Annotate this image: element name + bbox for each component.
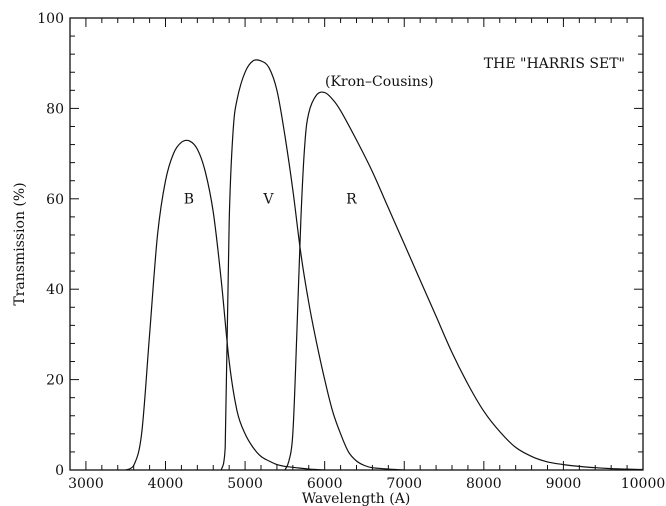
y-tick-labels: 0 20 40 60 80 100 [37, 11, 64, 479]
y-tick-label: 100 [37, 11, 64, 27]
y-tick-label: 0 [55, 463, 64, 479]
series-label-r: R [346, 191, 357, 207]
transmission-curves [125, 59, 644, 471]
x-tick-label: 10000 [621, 476, 666, 492]
kron-cousins-annotation: (Kron–Cousins) [325, 74, 434, 90]
curve-r [284, 91, 644, 471]
harris-set-annotation: THE "HARRIS SET" [484, 56, 625, 72]
x-tick-label: 4000 [148, 476, 184, 492]
x-tick-label: 7000 [386, 476, 422, 492]
y-axis-label: Transmission (%) [12, 182, 28, 305]
series-label-b: B [184, 191, 194, 207]
x-axis-label: Wavelength (A) [302, 491, 411, 506]
series-label-v: V [262, 191, 274, 207]
curve-b [125, 139, 325, 471]
x-tick-labels: 3000 4000 5000 6000 7000 8000 9000 10000 [68, 476, 665, 492]
y-tick-label: 80 [46, 101, 64, 117]
y-tick-label: 20 [46, 373, 64, 389]
x-tick-label: 9000 [546, 476, 582, 492]
y-tick-label: 60 [46, 192, 64, 208]
x-tick-label: 3000 [68, 476, 104, 492]
curve-v [220, 59, 405, 471]
x-tick-label: 6000 [307, 476, 343, 492]
x-tick-label: 5000 [227, 476, 263, 492]
y-tick-label: 40 [46, 282, 64, 298]
x-tick-label: 8000 [466, 476, 502, 492]
